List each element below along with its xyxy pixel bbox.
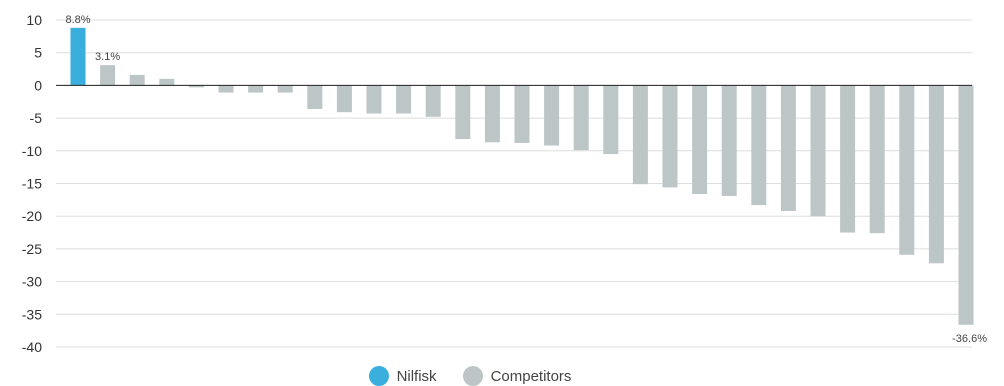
bar-competitors (573, 85, 589, 151)
data-label: 8.8% (65, 14, 90, 26)
bar-competitors (514, 85, 530, 143)
bar-competitors (396, 85, 412, 114)
bars (70, 27, 974, 325)
bar-competitors (751, 85, 767, 206)
y-tick-label: -5 (30, 110, 43, 126)
legend-item-nilfisk[interactable]: Nilfisk (368, 366, 437, 386)
y-tick-label: -30 (22, 274, 42, 290)
legend-swatch-competitors (462, 366, 483, 386)
bar-competitors (632, 85, 648, 185)
bar-chart: 10 5 0 -5 -10 -15 -20 -25 -30 -35 -40 8.8% 3.1% -36.… (22, 12, 987, 355)
data-label: 3.1% (95, 51, 120, 63)
y-tick-label: -40 (22, 339, 42, 355)
bar-competitors (721, 85, 737, 196)
legend-label: Nilfisk (396, 367, 437, 385)
bar-competitors (366, 85, 382, 114)
legend: Nilfisk Competitors (0, 366, 940, 386)
y-tick-label: 0 (34, 77, 42, 93)
bar-competitors (544, 85, 560, 146)
bar-competitors (218, 85, 234, 93)
bar-competitors (455, 85, 471, 140)
y-tick-label: -15 (22, 176, 42, 192)
bar-competitors (958, 85, 974, 325)
bar-competitors (336, 85, 352, 113)
y-tick-label: -10 (22, 143, 42, 159)
bar-competitors (869, 85, 885, 234)
y-tick-label: 10 (26, 12, 42, 28)
y-tick-label: 5 (34, 45, 42, 61)
bar-nilfisk (70, 27, 86, 86)
legend-swatch-nilfisk (368, 366, 389, 386)
gridlines (56, 19, 972, 348)
bar-competitors (810, 85, 826, 217)
bar-competitors (277, 85, 293, 93)
bar-competitors (484, 85, 500, 143)
bar-competitors (928, 85, 944, 264)
y-tick-label: -20 (22, 208, 42, 224)
bar-competitors (425, 85, 441, 117)
bar-competitors (662, 85, 678, 188)
y-tick-label: -25 (22, 241, 42, 257)
bar-competitors (159, 78, 175, 86)
bar-competitors (899, 85, 915, 255)
legend-label: Competitors (490, 367, 572, 385)
bar-competitors (603, 85, 619, 155)
y-axis-ticks: 10 5 0 -5 -10 -15 -20 -25 -30 -35 -40 (22, 12, 42, 355)
data-labels: 8.8% 3.1% -36.6% (65, 14, 987, 345)
bar-competitors (248, 85, 264, 93)
bar-competitors (188, 85, 204, 88)
bar-competitors (840, 85, 856, 233)
bar-competitors (780, 85, 796, 211)
y-tick-label: -35 (22, 306, 42, 322)
data-label: -36.6% (952, 333, 987, 345)
bar-competitors (129, 74, 145, 86)
bar-competitors (307, 85, 323, 109)
bar-competitors (100, 65, 116, 86)
legend-item-competitors[interactable]: Competitors (462, 366, 572, 386)
bar-competitors (692, 85, 708, 194)
